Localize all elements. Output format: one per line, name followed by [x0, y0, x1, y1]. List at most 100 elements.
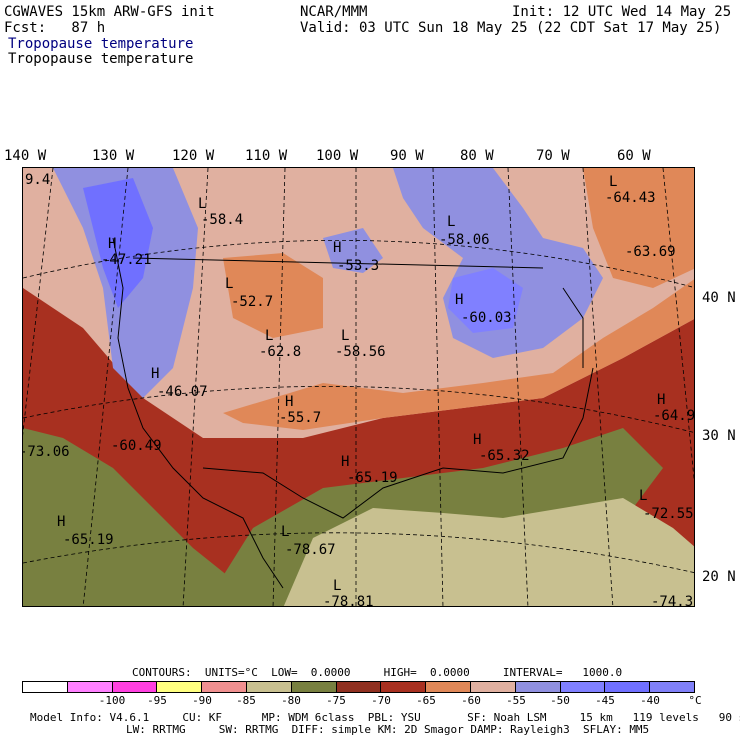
longitude-label: 80 W: [460, 148, 494, 164]
model-title: CGWAVES 15km ARW-GFS init: [4, 4, 215, 20]
latitude-label: 40 N: [702, 290, 736, 306]
map-marker-type: L: [198, 196, 206, 212]
map-marker-type: L: [609, 174, 617, 190]
map-marker-type: L: [341, 328, 349, 344]
field-title-secondary: Tropopause temperature: [8, 51, 194, 67]
longitude-label: 140 W: [4, 148, 47, 164]
colorbar: [22, 681, 695, 693]
forecast-hour: Fcst: 87 h: [4, 20, 106, 36]
map-marker-value: -47.21: [101, 252, 152, 268]
map-marker-value: -65.19: [63, 532, 114, 548]
map-marker-type: L: [333, 578, 341, 594]
init-time: Init: 12 UTC Wed 14 May 25: [512, 4, 732, 20]
field-region-orange-plains: [223, 253, 323, 338]
map-marker-value: -58.06: [439, 232, 490, 248]
latitude-label: 20 N: [702, 569, 736, 585]
map-marker-value: -73.06: [23, 444, 70, 460]
contours-info: CONTOURS: UNITS=°C LOW= 0.0000 HIGH= 0.0…: [132, 666, 623, 679]
physics-info: LW: RRTMG SW: RRTMG DIFF: simple KM: 2D …: [126, 723, 650, 736]
boundaries: [112, 237, 594, 589]
map-markers: 9.4 L -58.4 H -47.21 H -53.3 L -58.06 L …: [23, 172, 695, 607]
map-marker-value: -72.55: [643, 506, 694, 522]
colorbar-unit: °C: [688, 694, 702, 707]
colorbar-swatch: [560, 682, 606, 692]
tropopause-temperature-map: 9.4 L -58.4 H -47.21 H -53.3 L -58.06 L …: [22, 167, 695, 607]
colorbar-swatch: [381, 682, 427, 692]
colorbar-label: -100: [98, 694, 126, 707]
producer-label: NCAR/MMM: [300, 4, 368, 20]
colorbar-swatch: [650, 682, 694, 692]
map-marker-value: -55.7: [279, 410, 321, 426]
colorbar-label: -60: [461, 694, 481, 707]
colorbar-swatch: [470, 682, 516, 692]
map-marker-value: -63.69: [625, 244, 676, 260]
map-marker-value: -65.19: [347, 470, 398, 486]
colorbar-label: -70: [371, 694, 391, 707]
map-marker-value: -64.43: [605, 190, 656, 206]
map-marker-value: -74.36: [651, 594, 695, 607]
map-marker-value: -58.56: [335, 344, 386, 360]
colorbar-swatch: [112, 682, 158, 692]
map-marker-value: -64.9: [653, 408, 695, 424]
longitude-label: 130 W: [92, 148, 135, 164]
map-marker-type: H: [285, 394, 293, 410]
field-region-tan-gulf: [283, 498, 694, 606]
map-marker-value: -60.03: [461, 310, 512, 326]
map-marker-type: H: [151, 366, 159, 382]
map-marker-type: H: [657, 392, 665, 408]
longitude-label: 110 W: [245, 148, 288, 164]
map-marker-type: L: [265, 328, 273, 344]
longitude-label: 60 W: [617, 148, 651, 164]
colorbar-swatch: [515, 682, 561, 692]
colorbar-swatch: [202, 682, 247, 692]
colorbar-swatch: [157, 682, 203, 692]
longitude-label: 100 W: [316, 148, 359, 164]
map-marker-value: -78.67: [285, 542, 336, 558]
valid-time: Valid: 03 UTC Sun 18 May 25 (22 CDT Sat …: [300, 20, 722, 36]
longitude-label: 70 W: [536, 148, 570, 164]
map-marker-value: -52.7: [231, 294, 273, 310]
longitude-label: 90 W: [390, 148, 424, 164]
colorbar-label: -90: [192, 694, 212, 707]
map-marker-value: -58.4: [201, 212, 243, 228]
colorbar-swatch: [605, 682, 651, 692]
map-marker-type: L: [639, 488, 647, 504]
colorbar-label: -50: [550, 694, 570, 707]
map-marker-type: H: [333, 240, 341, 256]
map-marker-value: 9.4: [25, 172, 50, 188]
map-marker-value: -60.49: [111, 438, 162, 454]
latitude-label: 30 N: [702, 428, 736, 444]
colorbar-label: -95: [147, 694, 167, 707]
map-canvas: 9.4 L -58.4 H -47.21 H -53.3 L -58.06 L …: [23, 168, 695, 607]
map-marker-value: -53.3: [337, 258, 379, 274]
map-marker-type: H: [455, 292, 463, 308]
colorbar-label: -75: [326, 694, 346, 707]
field-region-coldest-west: [83, 178, 153, 308]
field-region-olive-sw: [23, 428, 279, 606]
colorbar-label: -45: [595, 694, 615, 707]
colorbar-swatch: [291, 682, 337, 692]
map-marker-value: -46.07: [157, 384, 208, 400]
colorbar-swatch: [336, 682, 382, 692]
map-marker-value: -78.81: [323, 594, 374, 607]
colorbar-swatch: [246, 682, 292, 692]
map-marker-value: -62.8: [259, 344, 301, 360]
field-region-coldest-lakes: [448, 268, 523, 333]
colorbar-label: -55: [506, 694, 526, 707]
colorbar-label: -40: [640, 694, 660, 707]
field-region-cold-dakotas: [323, 228, 383, 273]
map-marker-type: H: [57, 514, 65, 530]
map-marker-type: L: [281, 524, 289, 540]
map-marker-value: -65.32: [479, 448, 530, 464]
map-marker-type: H: [473, 432, 481, 448]
map-marker-type: L: [225, 276, 233, 292]
colorbar-swatch: [67, 682, 113, 692]
field-title-primary: Tropopause temperature: [8, 36, 194, 52]
map-marker-type: L: [447, 214, 455, 230]
longitude-label: 120 W: [172, 148, 215, 164]
graticule: [23, 168, 694, 606]
colorbar-labels: -100 -95 -90 -85 -80 -75 -70 -65 -60 -55…: [22, 694, 722, 708]
colorbar-label: -85: [236, 694, 256, 707]
field-region-orange: [223, 279, 694, 430]
colorbar-swatch: [426, 682, 471, 692]
